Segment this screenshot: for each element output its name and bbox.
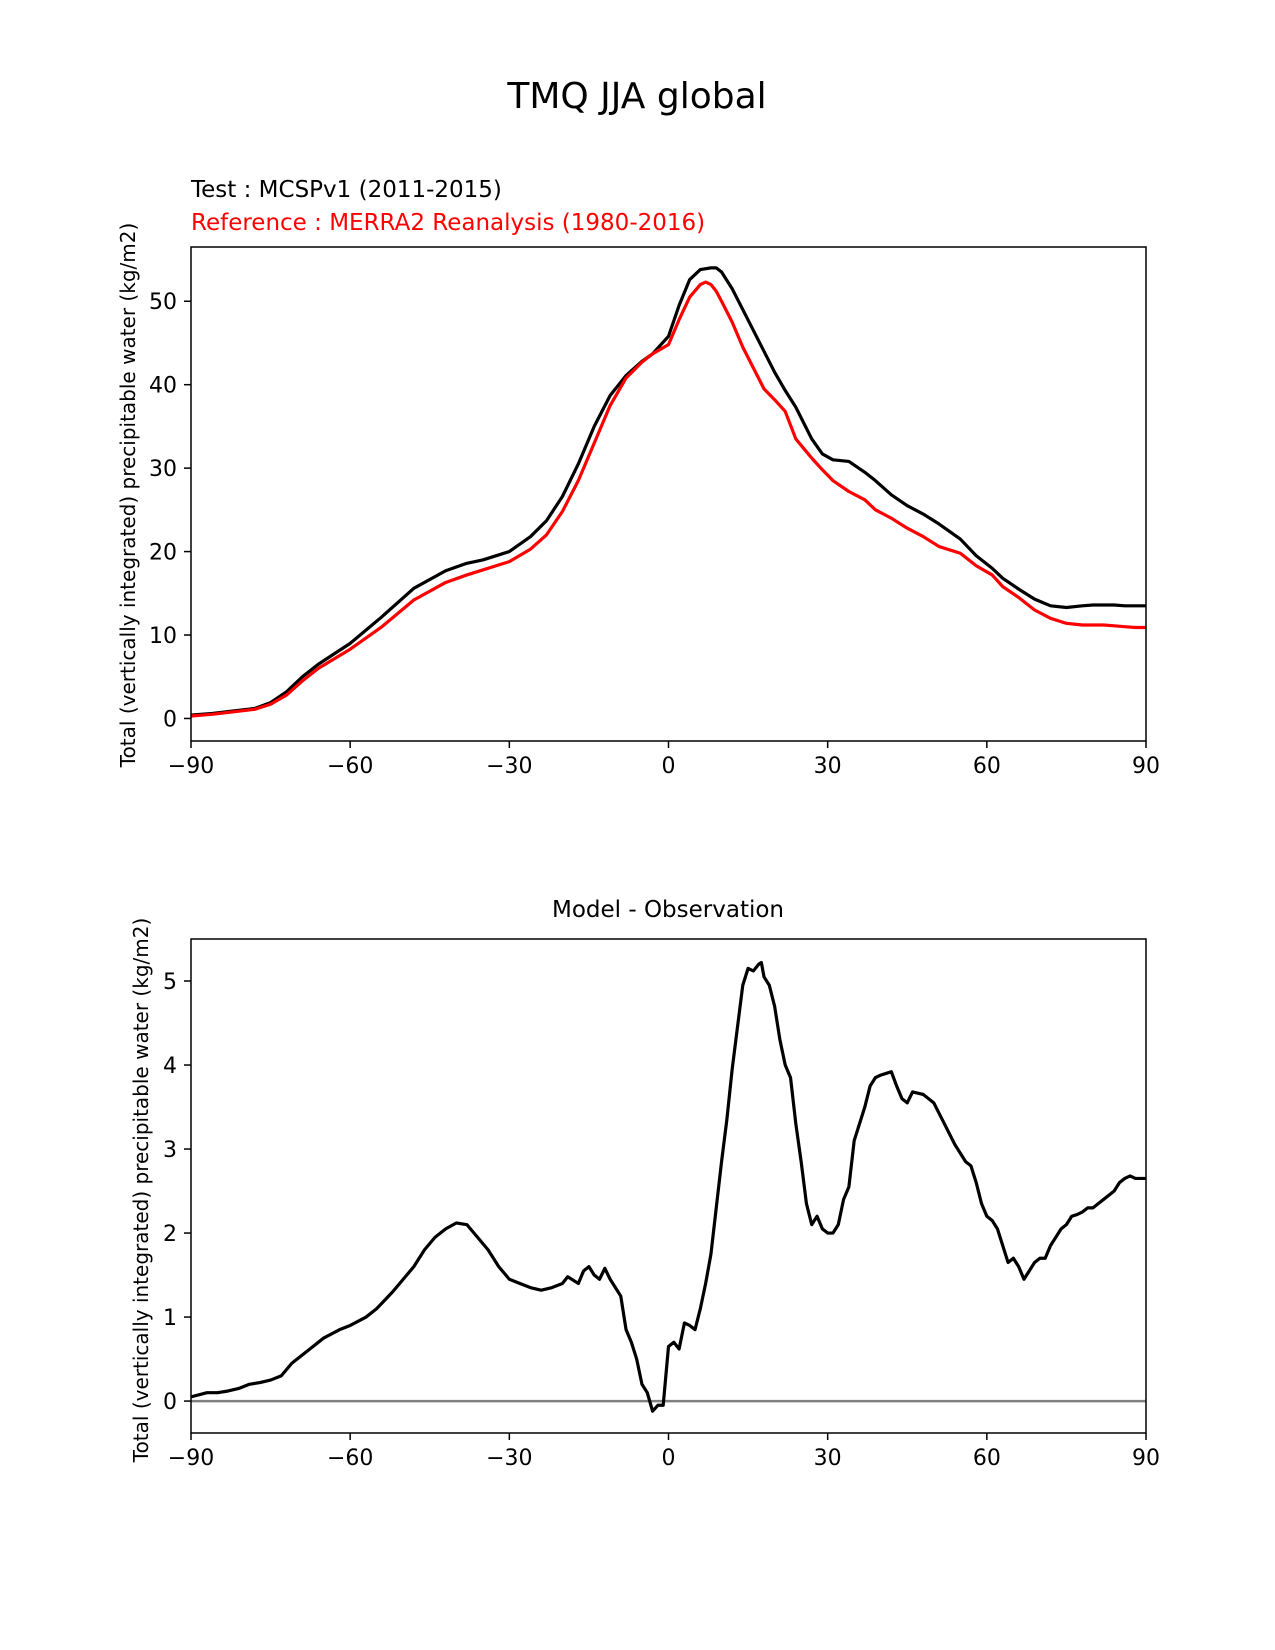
top-axes-frame <box>190 246 1147 742</box>
top-plot-area: −90 −60 −30 0 30 60 90 0 10 20 30 40 50 <box>149 246 1160 779</box>
top-series-0-line <box>190 266 1146 717</box>
top-y-axis-label: Total (vertically integrated) precipitab… <box>116 223 140 769</box>
bottom-panel: Model - Observation −90 −60 −30 0 30 60 90 0 1 2 3… <box>129 897 1160 1471</box>
bottom-y-tick-label: 3 <box>163 1138 177 1163</box>
top-x-tick-label: −60 <box>327 754 373 779</box>
top-x-tick-label: 60 <box>973 754 1001 779</box>
top-series-1-line <box>190 280 1146 718</box>
top-x-tick-label: −90 <box>168 754 214 779</box>
bottom-y-tick-label: 5 <box>163 970 177 995</box>
bottom-x-tick-label: 0 <box>662 1446 676 1471</box>
bottom-y-tick-label: 1 <box>163 1306 177 1331</box>
top-x-tick-label: 30 <box>814 754 842 779</box>
bottom-plot-area: −90 −60 −30 0 30 60 90 0 1 2 3 4 5 <box>163 938 1160 1471</box>
top-x-tick-label: −30 <box>486 754 532 779</box>
bottom-x-tick-label: −90 <box>168 1446 214 1471</box>
top-y-tick-label: 10 <box>149 624 177 649</box>
top-panel: Test : MCSPv1 (2011-2015) Reference : ME… <box>116 177 1160 779</box>
bottom-x-tick-label: 90 <box>1132 1446 1160 1471</box>
reference-label: Reference : MERRA2 Reanalysis (1980-2016… <box>191 210 705 236</box>
bottom-y-tick-label: 4 <box>163 1054 177 1079</box>
bottom-panel-title: Model - Observation <box>552 897 784 923</box>
bottom-x-tick-label: −60 <box>327 1446 373 1471</box>
top-y-tick-label: 40 <box>149 374 177 399</box>
bottom-x-tick-label: −30 <box>486 1446 532 1471</box>
top-y-tick-label: 50 <box>149 290 177 315</box>
top-y-tick-label: 20 <box>149 541 177 566</box>
bottom-x-tick-label: 60 <box>973 1446 1001 1471</box>
test-label: Test : MCSPv1 (2011-2015) <box>190 177 502 203</box>
figure-title: TMQ JJA global <box>506 76 766 117</box>
bottom-y-tick-label: 0 <box>163 1390 177 1415</box>
top-y-tick-label: 30 <box>149 457 177 482</box>
bottom-y-tick-label: 2 <box>163 1222 177 1247</box>
top-y-tick-label: 0 <box>163 707 177 732</box>
bottom-series-0-line <box>190 960 1146 1413</box>
bottom-y-axis-label: Total (vertically integrated) precipitab… <box>129 918 153 1464</box>
bottom-x-tick-label: 30 <box>814 1446 842 1471</box>
top-x-tick-label: 0 <box>662 754 676 779</box>
top-x-tick-label: 90 <box>1132 754 1160 779</box>
